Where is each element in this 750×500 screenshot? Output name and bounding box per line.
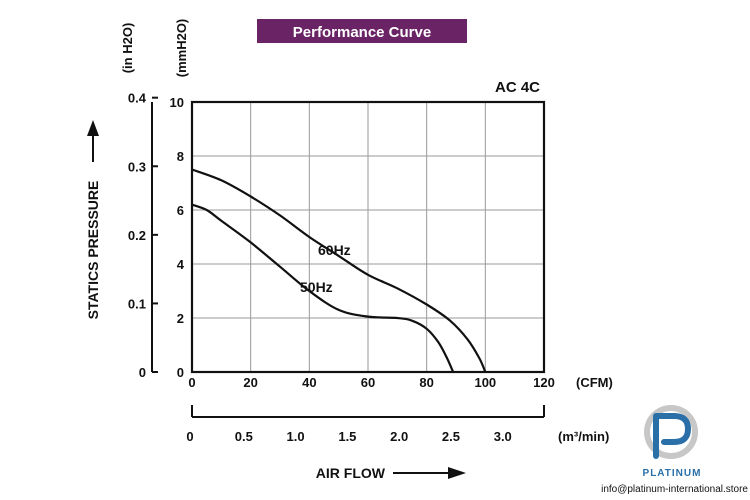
y-axis-mmh2o: 0 2 4 6 8 10: [170, 95, 185, 380]
curve-50hz: [191, 203, 455, 373]
y-tick-mm-0: 0: [177, 365, 184, 380]
x-tick-cfm-6: 120: [533, 375, 555, 390]
y-tick-mm-4: 8: [177, 149, 184, 164]
x-axis-arrow: [393, 467, 466, 479]
y-axis-arrow: [87, 120, 99, 162]
y-tick-mm-2: 4: [177, 257, 185, 272]
y-tick-mm-5: 10: [170, 95, 184, 110]
curve-60hz: [191, 168, 487, 373]
x-tick-m3-0: 0: [186, 429, 193, 444]
x-tick-m3-2: 1.0: [287, 429, 305, 444]
y-tick-in-1: 0.1: [128, 296, 146, 311]
y-unit-mmh2o: (mmH2O): [174, 19, 189, 78]
x-tick-cfm-5: 100: [474, 375, 496, 390]
x-tick-m3-6: 3.0: [494, 429, 512, 444]
x-tick-cfm-2: 40: [302, 375, 316, 390]
x-tick-cfm-3: 60: [361, 375, 375, 390]
x-axis-cfm: 0 20 40 60 80 100 120: [188, 375, 554, 390]
x-tick-m3-5: 2.5: [442, 429, 460, 444]
x-unit-cfm: (CFM): [576, 375, 613, 390]
y-axis-title: STATICS PRESSURE: [85, 181, 101, 320]
y-unit-in-h2o: (in H2O): [120, 23, 135, 74]
y-axis-in-h2o: 0 0.1 0.2 0.3 0.4: [128, 91, 158, 380]
x-axis-title: AIR FLOW: [316, 465, 386, 481]
x-unit-m3min: (m³/min): [558, 429, 609, 444]
label-50hz: 50Hz: [300, 279, 333, 295]
y-tick-mm-3: 6: [177, 203, 184, 218]
contact-email: info@platinum-international.store: [601, 484, 748, 495]
x-tick-cfm-0: 0: [188, 375, 195, 390]
y-tick-in-0: 0: [139, 365, 146, 380]
y-tick-in-2: 0.2: [128, 228, 146, 243]
label-60hz: 60Hz: [318, 242, 351, 258]
x-tick-m3-3: 1.5: [338, 429, 356, 444]
y-tick-in-4: 0.4: [128, 91, 147, 106]
platinum-logo: [644, 405, 698, 459]
y-tick-in-3: 0.3: [128, 159, 146, 174]
title-banner: [257, 19, 467, 43]
logo-name: PLATINUM: [643, 468, 702, 479]
plot-frame: [190, 100, 546, 374]
x-tick-cfm-1: 20: [243, 375, 257, 390]
x-tick-m3-1: 0.5: [235, 429, 253, 444]
x-axis-m3min: 0 0.5 1.0 1.5 2.0 2.5 3.0: [186, 405, 545, 444]
curves: [191, 168, 487, 373]
chart-title: Performance Curve: [293, 24, 431, 41]
model-label: AC 4C: [495, 79, 540, 96]
x-tick-m3-4: 2.0: [390, 429, 408, 444]
y-tick-mm-1: 2: [177, 311, 184, 326]
x-tick-cfm-4: 80: [419, 375, 433, 390]
